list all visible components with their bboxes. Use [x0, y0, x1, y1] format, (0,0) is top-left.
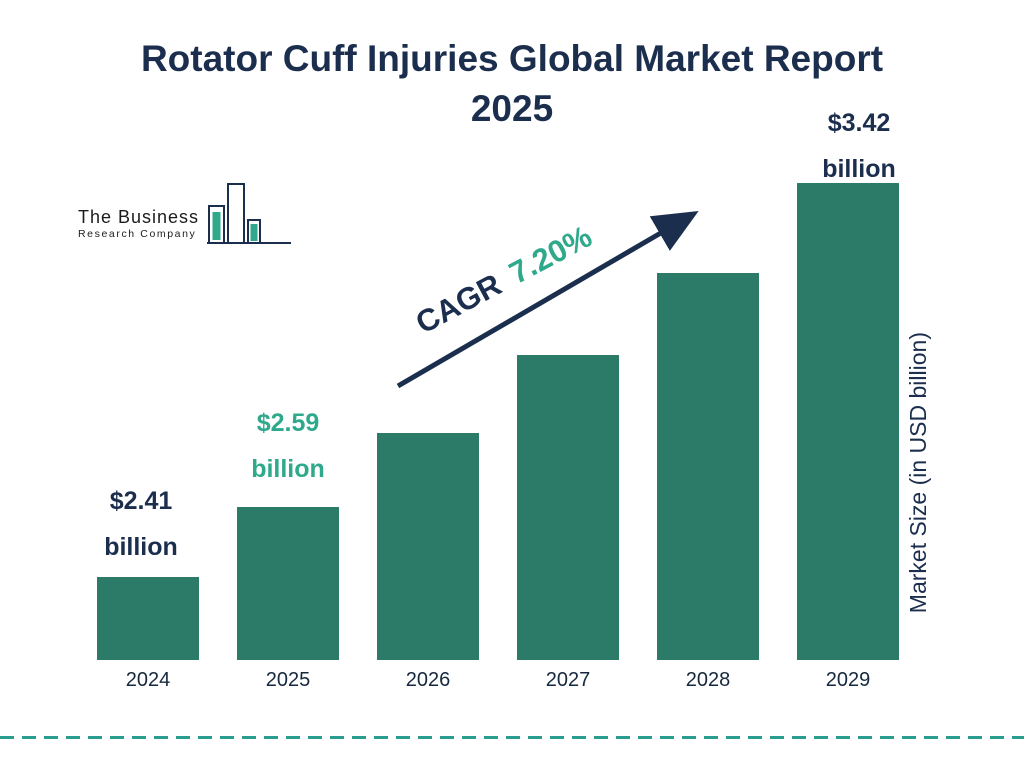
y-axis-label: Market Size (in USD billion) — [905, 332, 931, 614]
bar-chart-logo-icon — [207, 183, 292, 244]
value-label-2029: $3.42 billion — [793, 100, 925, 192]
value-label-2029-unit: billion — [822, 155, 896, 183]
company-logo: The Business Research Company — [78, 182, 293, 246]
page-title-line1: Rotator Cuff Injuries Global Market Repo… — [140, 38, 884, 79]
value-label-2029-amount: $3.42 — [827, 109, 891, 137]
bar-column-2029: 2029 — [797, 180, 899, 700]
x-tick-2029: 2029 — [825, 668, 871, 691]
bar-column-2026: 2026 — [377, 180, 479, 700]
value-label-2024: $2.41 billion — [75, 478, 207, 570]
bar-2026 — [377, 433, 479, 660]
value-label-2025: $2.59 billion — [222, 400, 354, 492]
bars: 2024 2025 2026 2027 2028 2029 — [97, 180, 899, 700]
value-label-2024-unit: billion — [104, 533, 178, 561]
company-logo-text: The Business Research Company — [78, 207, 199, 246]
value-label-2025-amount: $2.59 — [256, 409, 320, 437]
company-logo-subname: Research Company — [78, 228, 197, 240]
company-logo-name: The Business — [78, 207, 200, 227]
bar-column-2028: 2028 — [657, 180, 759, 700]
x-tick-2025: 2025 — [265, 668, 311, 691]
value-label-2025-unit: billion — [251, 455, 325, 483]
bottom-dashed-divider — [0, 736, 1024, 739]
bar-column-2025: 2025 — [237, 180, 339, 700]
page-title: Rotator Cuff Injuries Global Market Repo… — [0, 34, 1024, 134]
bar-column-2027: 2027 — [517, 180, 619, 700]
bar-column-2024: 2024 — [97, 180, 199, 700]
value-label-2024-amount: $2.41 — [109, 487, 173, 515]
page-title-line2: 2025 — [470, 87, 554, 129]
bar-2024 — [97, 577, 199, 660]
x-tick-2026: 2026 — [405, 668, 451, 691]
x-tick-2028: 2028 — [685, 668, 731, 691]
bar-2029 — [797, 183, 899, 660]
x-tick-2027: 2027 — [545, 668, 591, 691]
x-tick-2024: 2024 — [125, 668, 171, 691]
bar-2025 — [237, 507, 339, 660]
bar-2027 — [517, 355, 619, 660]
bar-2028 — [657, 273, 759, 660]
